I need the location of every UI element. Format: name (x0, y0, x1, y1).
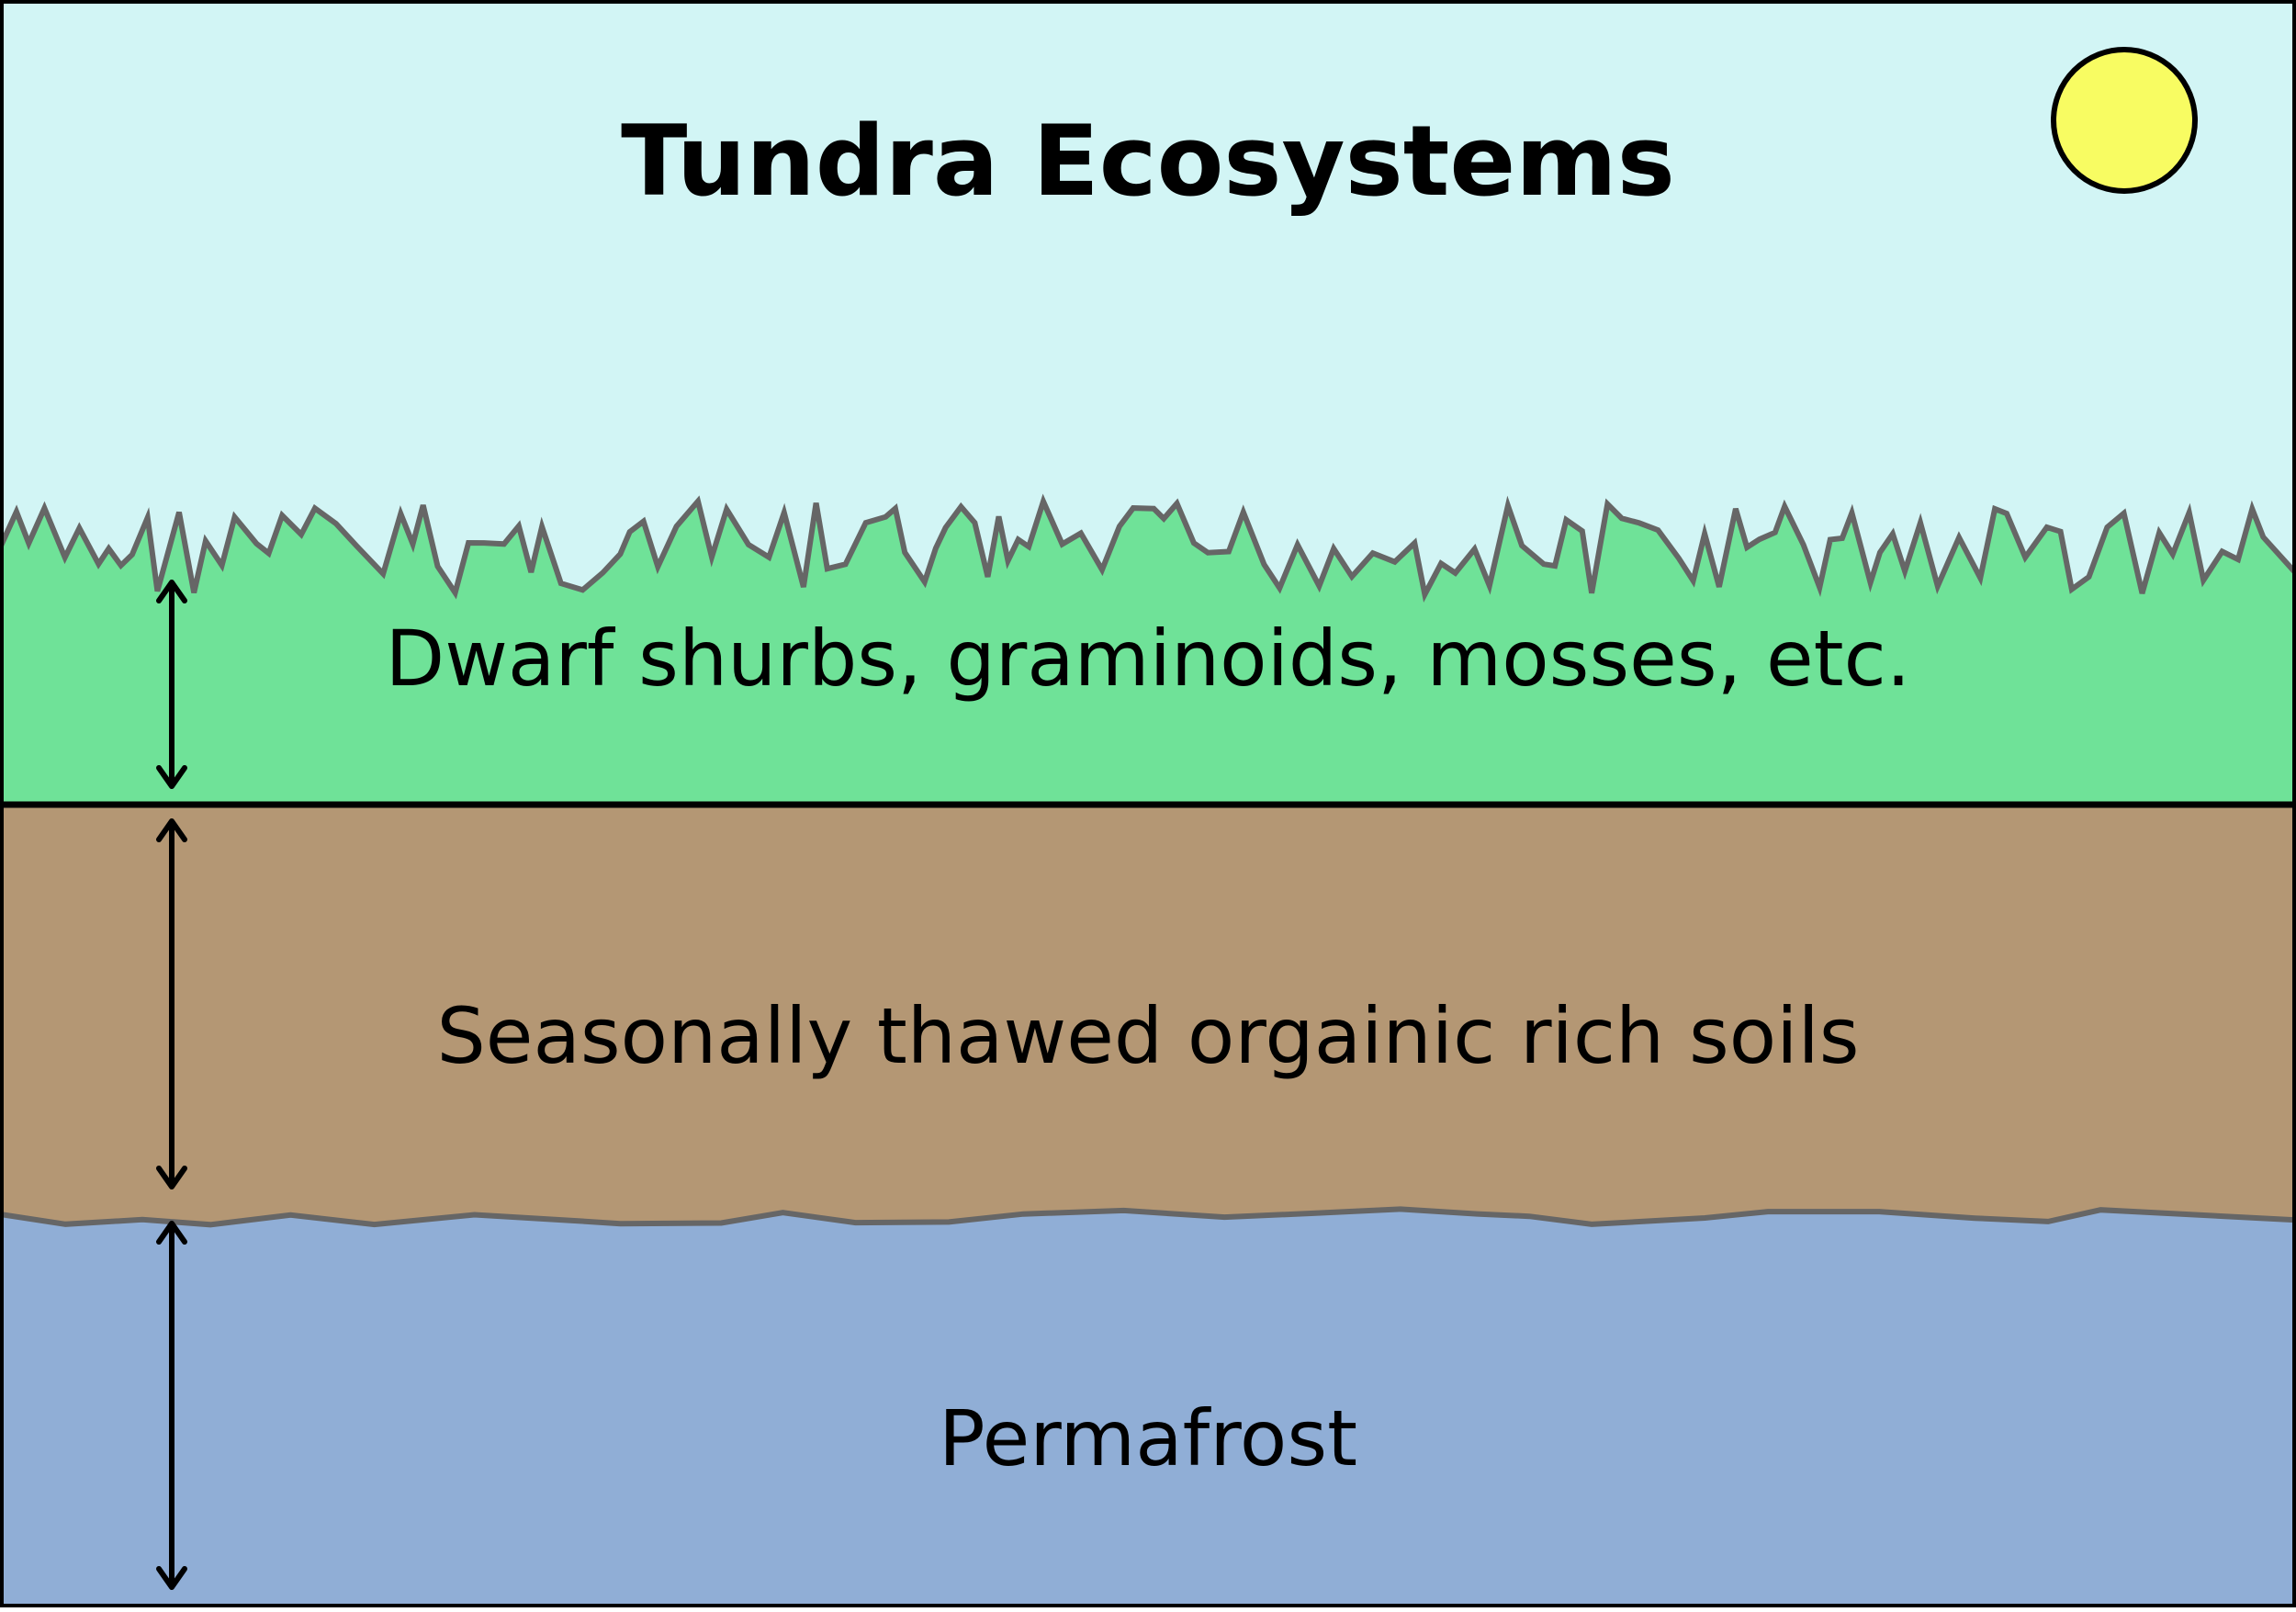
permafrost-boundary (0, 1206, 2296, 1228)
layer-label-permafrost: Permafrost (939, 1393, 1357, 1483)
sun-icon (2051, 47, 2198, 194)
active-layer (0, 805, 2296, 1286)
layer-label-active-layer: Seasonally thawed orgainic rich soils (436, 991, 1859, 1081)
diagram-title: Tundra Ecosystems (621, 105, 1675, 218)
permafrost-layer (0, 1209, 2296, 1607)
grass-outline (0, 493, 2296, 603)
layer-label-vegetation: Dwarf shurbs, graminoids, mosses, etc. (386, 614, 1911, 704)
double-arrow-icon (156, 580, 187, 789)
double-arrow-icon (156, 1221, 187, 1590)
double-arrow-icon (156, 818, 187, 1189)
